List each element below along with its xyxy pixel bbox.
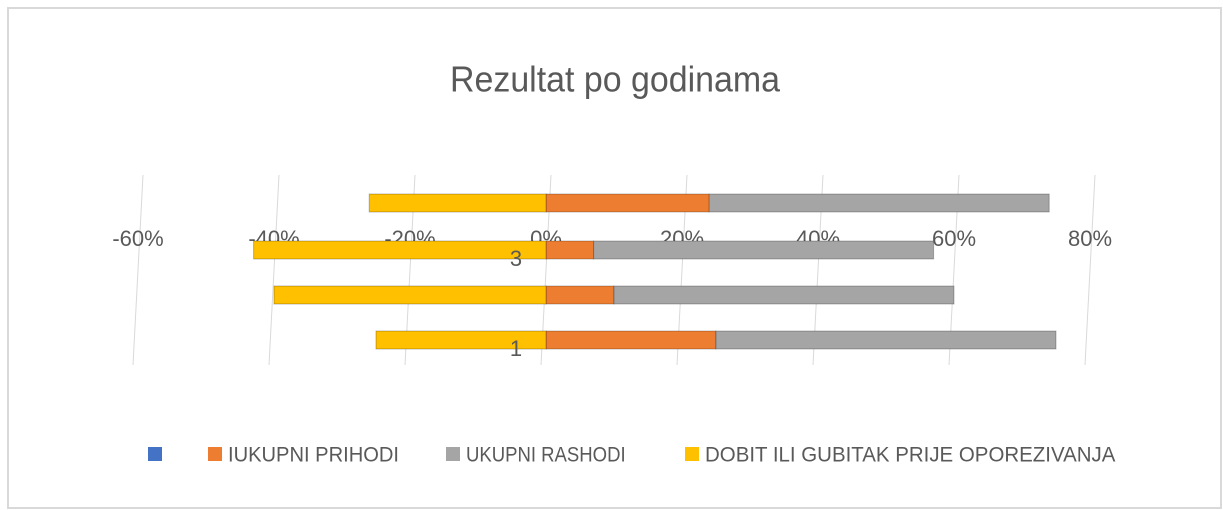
legend-label: IUKUPNI PRIHODI: [228, 444, 399, 467]
bar: [545, 330, 717, 350]
legend-swatch: [208, 447, 222, 461]
legend-swatch: [446, 447, 460, 461]
x-tick-label: 80%: [1068, 226, 1112, 251]
bar: [253, 240, 547, 260]
chart-title: Rezultat po godinama: [450, 59, 781, 100]
bar: [593, 240, 935, 260]
bar: [708, 193, 1050, 213]
grid-line: [132, 174, 144, 366]
x-tick-label: 60%: [932, 226, 976, 251]
bar: [273, 285, 547, 305]
grid-line: [1084, 174, 1096, 366]
legend-swatch: [685, 447, 699, 461]
grid-line: [268, 174, 280, 366]
bar: [545, 240, 595, 260]
legend-swatch: [148, 447, 162, 461]
bar: [545, 285, 615, 305]
y-tick-label: 1: [510, 336, 522, 361]
bar: [715, 330, 1057, 350]
bar: [545, 193, 710, 213]
x-tick-label: -60%: [112, 226, 163, 251]
legend-label: DOBIT ILI GUBITAK PRIJE OPOREZIVANJA: [705, 444, 1115, 467]
bar: [613, 285, 955, 305]
bar: [368, 193, 547, 213]
y-tick-label: 3: [510, 246, 522, 271]
bar: [375, 330, 547, 350]
legend-label: UKUPNI RASHODI: [466, 444, 626, 467]
